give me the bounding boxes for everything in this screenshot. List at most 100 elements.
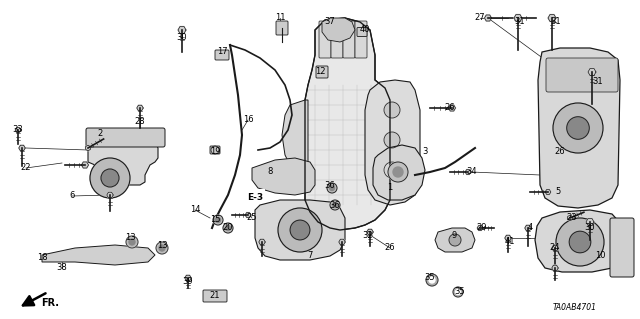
Polygon shape bbox=[88, 140, 158, 185]
Polygon shape bbox=[322, 18, 355, 42]
Polygon shape bbox=[586, 219, 594, 226]
Text: 26: 26 bbox=[385, 243, 396, 253]
Circle shape bbox=[213, 215, 223, 225]
Circle shape bbox=[553, 103, 603, 153]
Text: 10: 10 bbox=[595, 250, 605, 259]
Circle shape bbox=[449, 234, 461, 246]
Text: 13: 13 bbox=[157, 241, 167, 249]
Circle shape bbox=[225, 226, 230, 231]
FancyBboxPatch shape bbox=[86, 128, 165, 147]
Circle shape bbox=[223, 223, 233, 233]
FancyBboxPatch shape bbox=[343, 21, 355, 58]
Text: 1: 1 bbox=[387, 183, 392, 192]
Polygon shape bbox=[282, 100, 308, 170]
Text: 31: 31 bbox=[593, 78, 604, 86]
Text: 24: 24 bbox=[550, 243, 560, 253]
Text: 35: 35 bbox=[454, 287, 465, 296]
FancyBboxPatch shape bbox=[610, 218, 634, 277]
Circle shape bbox=[216, 218, 221, 222]
Text: 33: 33 bbox=[13, 125, 24, 135]
FancyBboxPatch shape bbox=[355, 21, 367, 58]
Polygon shape bbox=[137, 105, 143, 111]
Polygon shape bbox=[19, 145, 25, 151]
Text: 41: 41 bbox=[505, 238, 515, 247]
FancyBboxPatch shape bbox=[319, 21, 331, 58]
Text: 32: 32 bbox=[363, 231, 373, 240]
Polygon shape bbox=[365, 80, 420, 205]
Text: 30: 30 bbox=[585, 224, 595, 233]
Text: 20: 20 bbox=[223, 224, 233, 233]
FancyBboxPatch shape bbox=[203, 290, 227, 302]
Text: 12: 12 bbox=[315, 68, 325, 77]
Circle shape bbox=[159, 245, 165, 251]
FancyBboxPatch shape bbox=[546, 58, 618, 92]
Polygon shape bbox=[465, 170, 471, 174]
FancyBboxPatch shape bbox=[215, 50, 229, 60]
Text: 17: 17 bbox=[217, 48, 227, 56]
Circle shape bbox=[429, 277, 435, 283]
Text: 27: 27 bbox=[475, 13, 485, 23]
Circle shape bbox=[556, 218, 604, 266]
FancyBboxPatch shape bbox=[276, 21, 288, 35]
Text: 29: 29 bbox=[477, 224, 487, 233]
Text: TA0AB4701: TA0AB4701 bbox=[553, 303, 597, 313]
Circle shape bbox=[129, 239, 135, 245]
Text: 37: 37 bbox=[324, 18, 335, 26]
Circle shape bbox=[393, 167, 403, 177]
Text: 34: 34 bbox=[467, 167, 477, 176]
Text: 36: 36 bbox=[324, 181, 335, 189]
Polygon shape bbox=[86, 145, 90, 151]
Text: 25: 25 bbox=[247, 213, 257, 222]
FancyBboxPatch shape bbox=[331, 21, 343, 58]
Polygon shape bbox=[514, 15, 522, 21]
Polygon shape bbox=[484, 15, 492, 21]
Polygon shape bbox=[255, 200, 345, 260]
Text: E-3: E-3 bbox=[247, 192, 263, 202]
Text: 2: 2 bbox=[97, 129, 102, 137]
Circle shape bbox=[333, 203, 337, 207]
Polygon shape bbox=[588, 69, 596, 76]
Circle shape bbox=[426, 274, 438, 286]
Polygon shape bbox=[178, 26, 186, 33]
Circle shape bbox=[569, 231, 591, 253]
Text: 39: 39 bbox=[182, 278, 193, 286]
Text: 6: 6 bbox=[69, 191, 75, 201]
Text: 19: 19 bbox=[210, 147, 220, 157]
Polygon shape bbox=[552, 265, 558, 271]
Circle shape bbox=[101, 169, 119, 187]
FancyBboxPatch shape bbox=[316, 66, 328, 78]
Circle shape bbox=[384, 162, 400, 178]
Polygon shape bbox=[538, 48, 620, 208]
Polygon shape bbox=[505, 235, 511, 241]
Polygon shape bbox=[15, 128, 20, 132]
Text: 30: 30 bbox=[177, 33, 188, 42]
Text: 35: 35 bbox=[425, 273, 435, 283]
Circle shape bbox=[384, 132, 400, 148]
Polygon shape bbox=[545, 189, 551, 194]
Text: 28: 28 bbox=[134, 117, 145, 127]
Polygon shape bbox=[107, 192, 113, 198]
FancyBboxPatch shape bbox=[241, 189, 265, 203]
Text: 31: 31 bbox=[515, 18, 525, 26]
Circle shape bbox=[456, 290, 461, 294]
Polygon shape bbox=[367, 229, 373, 235]
Polygon shape bbox=[552, 245, 558, 251]
Text: 31: 31 bbox=[550, 18, 561, 26]
Text: 4: 4 bbox=[527, 224, 532, 233]
Circle shape bbox=[156, 242, 168, 254]
Polygon shape bbox=[259, 239, 265, 245]
Polygon shape bbox=[245, 212, 251, 218]
Text: 23: 23 bbox=[566, 213, 577, 222]
Circle shape bbox=[327, 183, 337, 193]
Text: 7: 7 bbox=[307, 250, 313, 259]
Polygon shape bbox=[535, 210, 625, 272]
FancyBboxPatch shape bbox=[357, 27, 367, 36]
Polygon shape bbox=[81, 162, 88, 168]
Text: 22: 22 bbox=[20, 164, 31, 173]
Polygon shape bbox=[568, 215, 573, 221]
Circle shape bbox=[90, 158, 130, 198]
Text: 26: 26 bbox=[555, 147, 565, 157]
Circle shape bbox=[278, 208, 322, 252]
Polygon shape bbox=[435, 228, 475, 252]
Circle shape bbox=[330, 200, 340, 210]
